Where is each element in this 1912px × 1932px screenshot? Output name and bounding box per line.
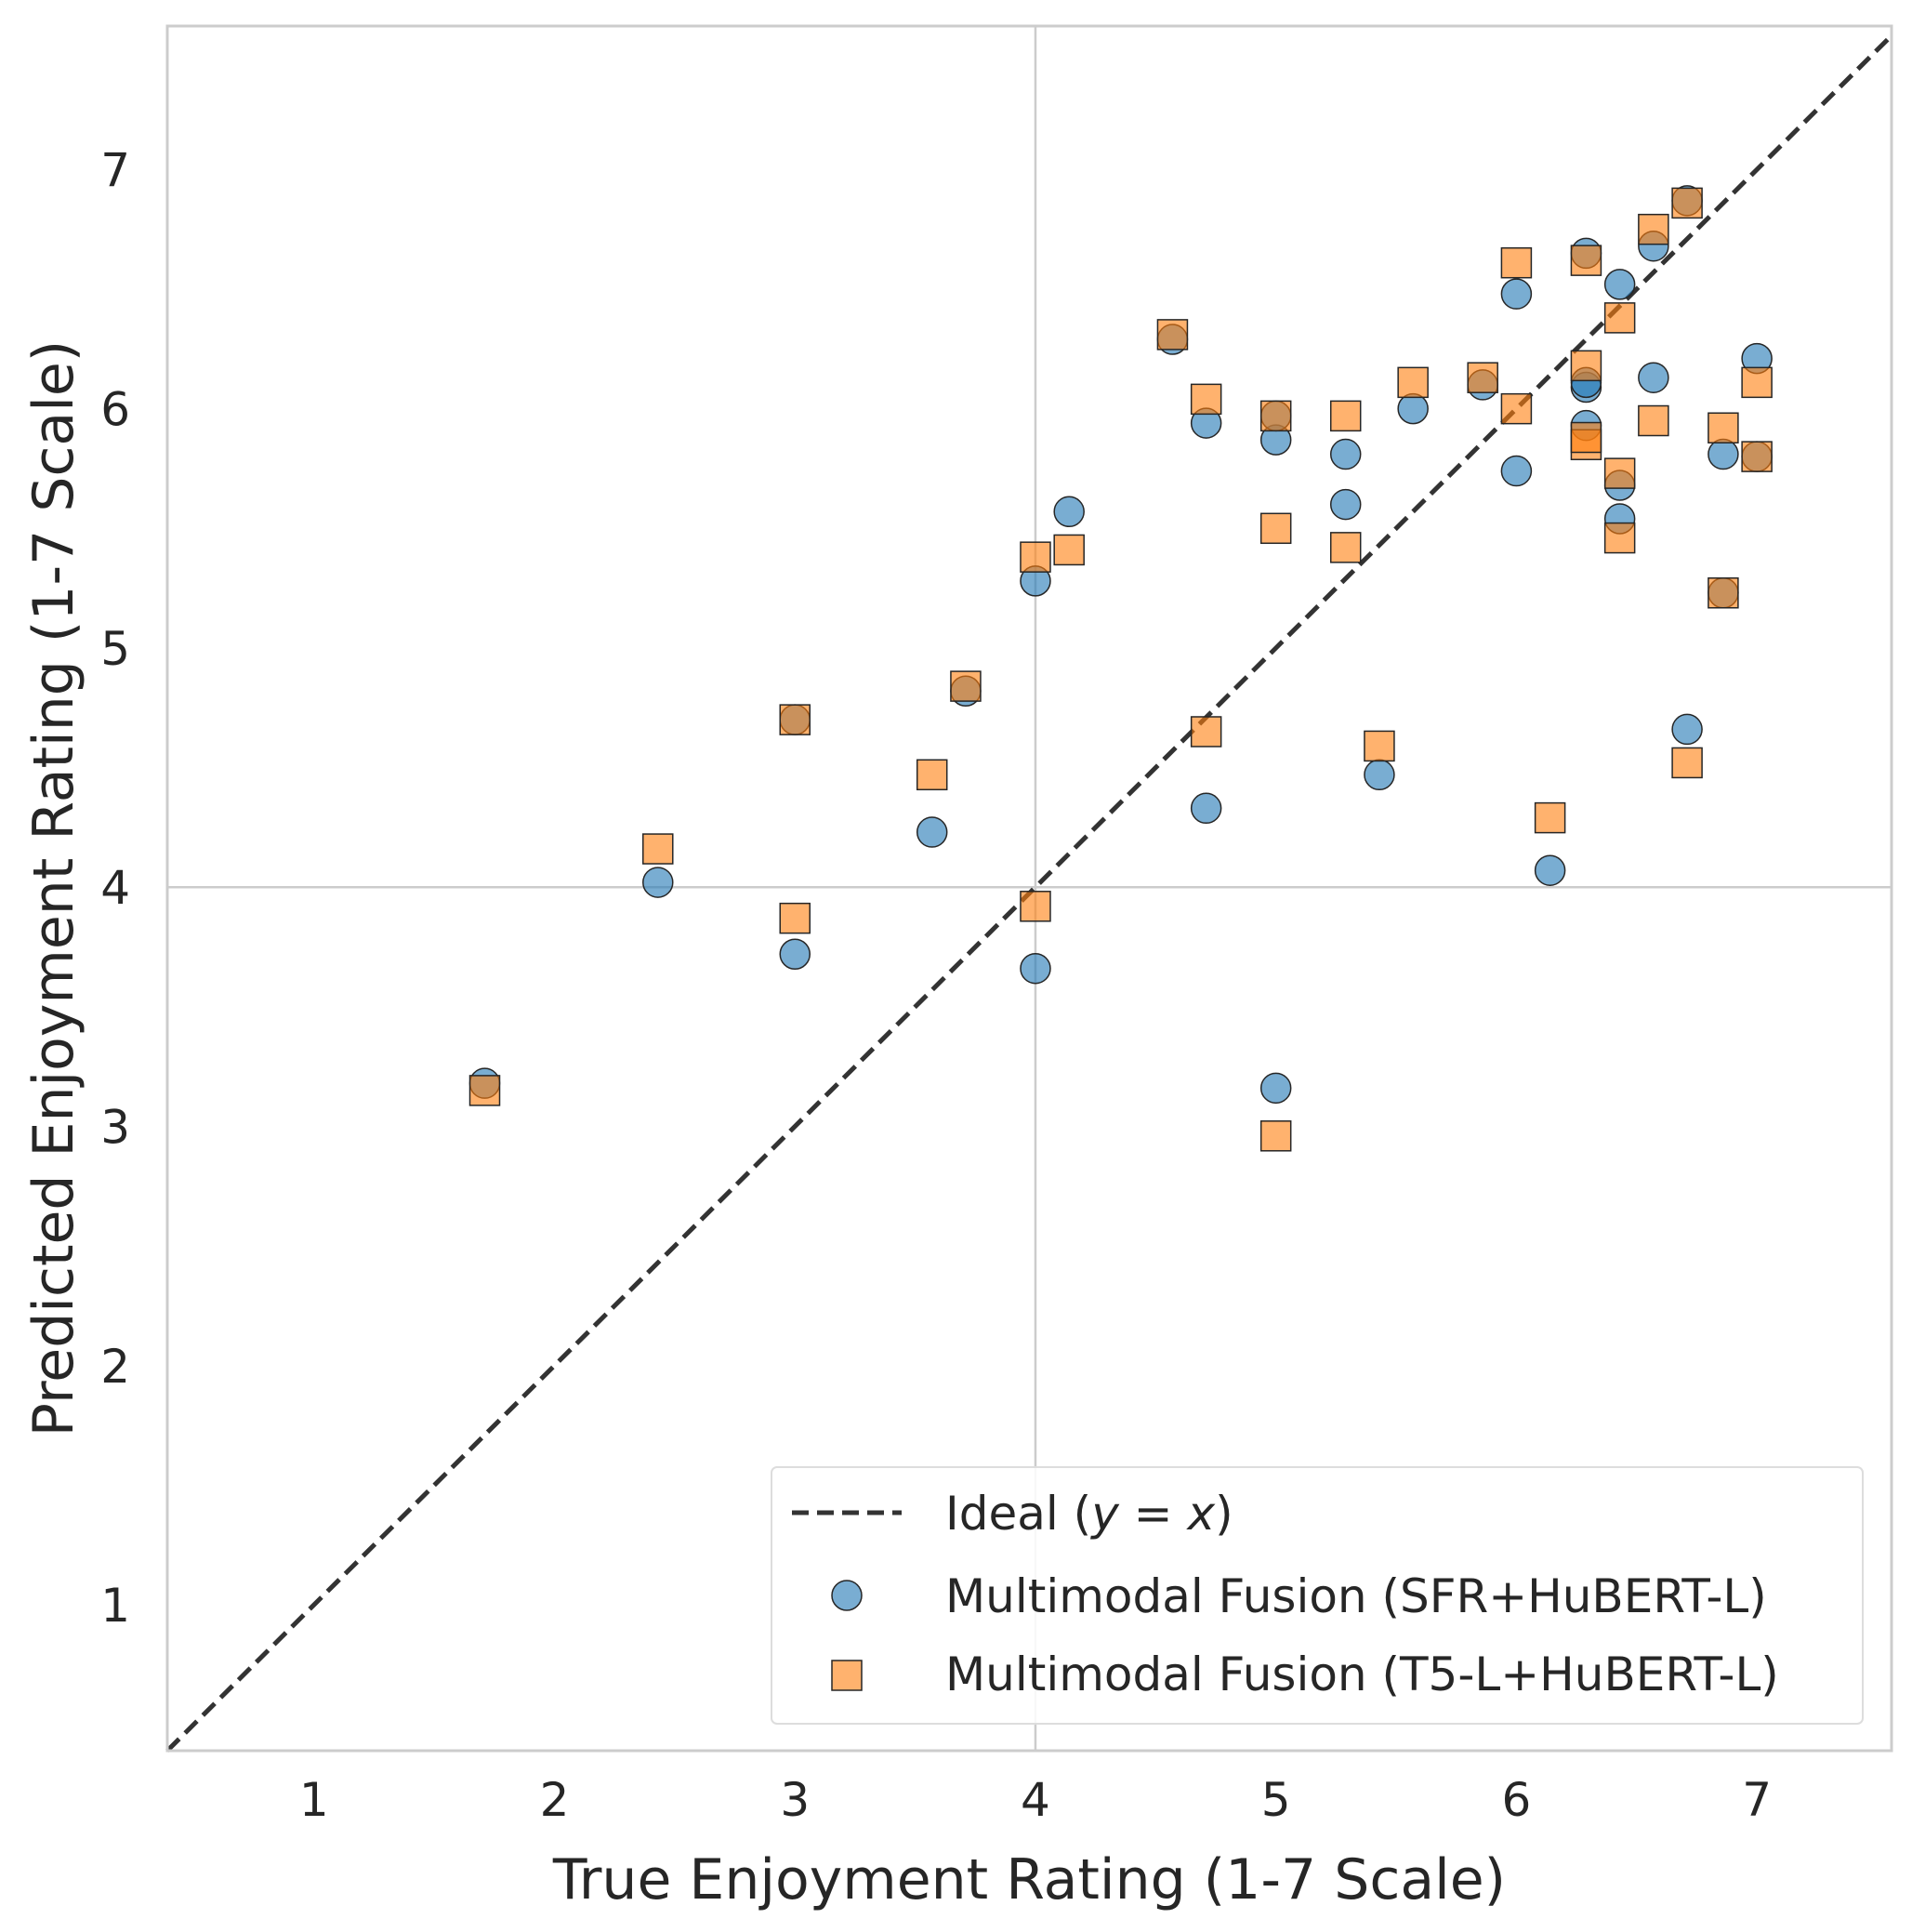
sfr-hubert-point	[1603, 269, 1636, 300]
t5-hubert-point	[1259, 1120, 1292, 1152]
t5-hubert-point	[1190, 716, 1222, 748]
t5-hubert-point	[642, 833, 674, 865]
y-tick-label: 2	[100, 1340, 130, 1394]
t5-hubert-point	[779, 704, 811, 735]
sfr-hubert-point	[1329, 488, 1362, 521]
sfr-hubert-point	[1671, 713, 1703, 746]
x-tick-label: 1	[299, 1773, 329, 1827]
legend-ideal-label: Ideal (y = x)	[945, 1487, 1233, 1541]
t5-hubert-point	[1020, 891, 1051, 922]
sfr-hubert-point	[1259, 1072, 1292, 1105]
sfr-hubert-point	[1053, 496, 1085, 528]
t5-hubert-point	[1671, 747, 1703, 779]
legend-t5-label: Multimodal Fusion (T5-L+HuBERT-L)	[945, 1647, 1779, 1701]
x-tick-label: 5	[1261, 1773, 1291, 1827]
plot-frame	[165, 24, 1893, 1753]
data-points	[468, 185, 1773, 1152]
x-tick-label: 4	[1021, 1773, 1050, 1827]
t5-hubert-point	[1570, 421, 1602, 454]
t5-hubert-point	[1708, 577, 1739, 609]
x-tick-label: 7	[1742, 1773, 1772, 1827]
t5-hubert-point	[1500, 246, 1533, 279]
t5-hubert-point	[1500, 392, 1533, 425]
t5-hubert-point	[1603, 302, 1636, 334]
t5-hubert-point	[1259, 512, 1292, 545]
t5-hubert-point	[1671, 187, 1703, 219]
t5-hubert-point	[1603, 522, 1636, 554]
x-tick-label: 2	[540, 1773, 570, 1827]
t5-hubert-point	[1603, 457, 1636, 489]
t5-hubert-point	[1638, 213, 1669, 245]
y-tick-label: 7	[100, 143, 130, 197]
y-tick-label: 4	[100, 861, 130, 915]
t5-hubert-point	[1708, 412, 1739, 443]
t5-hubert-point	[1397, 366, 1429, 399]
t5-hubert-point	[1570, 350, 1602, 382]
t5-hubert-point	[1741, 366, 1773, 399]
t5-hubert-point	[1020, 541, 1051, 573]
t5-hubert-point	[1156, 319, 1189, 351]
legend: Ideal (y = x) Multimodal Fusion (SFR+HuB…	[771, 1466, 1864, 1725]
x-axis-title: True Enjoyment Rating (1-7 Scale)	[552, 1847, 1506, 1912]
t5-hubert-point	[1259, 400, 1292, 432]
y-tick-label: 6	[100, 383, 130, 437]
y-axis-title: Predicted Enjoyment Rating (1-7 Scale)	[21, 340, 86, 1436]
sfr-hubert-point	[1190, 792, 1222, 825]
sfr-hubert-point	[1708, 438, 1739, 470]
sfr-hubert-point	[642, 867, 674, 898]
legend-circle-marker	[831, 1580, 863, 1611]
t5-hubert-point	[1741, 441, 1773, 472]
legend-square-marker	[831, 1660, 863, 1691]
grid-lines	[167, 26, 1892, 1751]
t5-hubert-point	[1329, 532, 1362, 563]
t5-hubert-point	[1364, 730, 1395, 762]
y-tick-label: 5	[100, 622, 130, 676]
t5-hubert-point	[1053, 534, 1085, 566]
t5-hubert-point	[1190, 383, 1222, 416]
x-tick-label: 6	[1501, 1773, 1531, 1827]
sfr-hubert-point	[916, 816, 948, 848]
t5-hubert-point	[1638, 404, 1669, 437]
t5-hubert-point	[779, 902, 811, 934]
sfr-hubert-point	[1397, 392, 1429, 425]
sfr-hubert-point	[1500, 455, 1533, 487]
t5-hubert-point	[1534, 801, 1566, 834]
t5-hubert-point	[1329, 400, 1362, 432]
y-tick-label: 3	[100, 1100, 130, 1154]
sfr-hubert-point	[1534, 854, 1566, 886]
t5-hubert-point	[1467, 362, 1498, 393]
t5-hubert-point	[468, 1075, 501, 1106]
x-tick-labels: 1 2 3 4 5 6 7	[299, 1773, 1772, 1827]
sfr-hubert-point	[1329, 438, 1362, 470]
legend-box	[771, 1466, 1864, 1725]
sfr-hubert-point	[1638, 362, 1669, 393]
sfr-hubert-point	[1500, 278, 1533, 310]
y-tick-labels: 1 2 3 4 5 6 7	[100, 143, 130, 1633]
t5-hubert-point	[1570, 245, 1602, 276]
x-tick-label: 3	[780, 1773, 810, 1827]
t5-hubert-point	[950, 670, 982, 702]
sfr-hubert-point	[779, 938, 811, 971]
legend-sfr-label: Multimodal Fusion (SFR+HuBERT-L)	[945, 1569, 1767, 1623]
sfr-hubert-point	[1364, 759, 1395, 791]
y-tick-label: 1	[100, 1579, 130, 1633]
sfr-hubert-point	[1020, 952, 1051, 985]
t5-hubert-point	[916, 759, 948, 791]
